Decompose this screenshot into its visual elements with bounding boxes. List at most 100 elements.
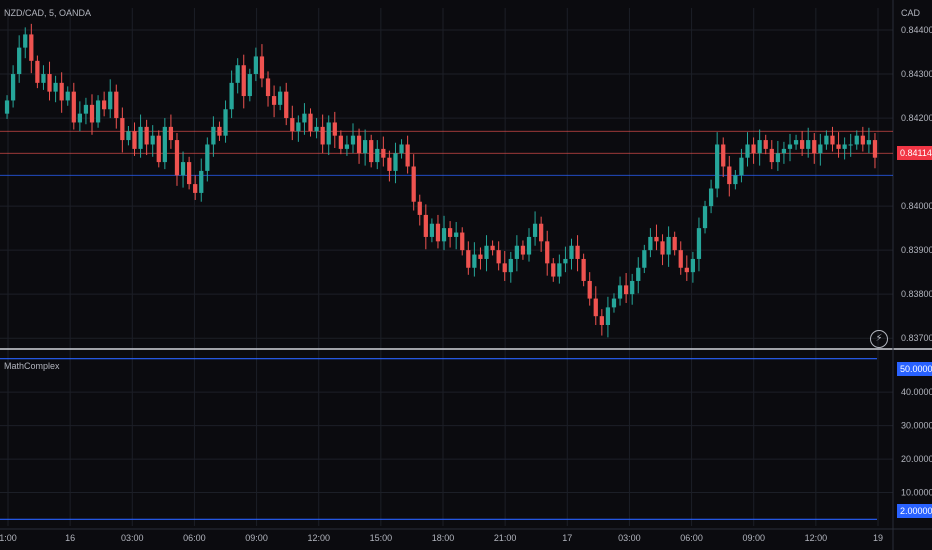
candle-body [715, 144, 720, 189]
candle-body [654, 236, 659, 242]
candle-body [387, 157, 392, 171]
candle-body [326, 122, 331, 145]
indicator-y-tick-label: 10.00000 [901, 488, 932, 498]
candle-body [508, 258, 513, 273]
y-tick-label: 0.84200 [901, 113, 932, 123]
candle-body [666, 236, 671, 255]
x-tick-label: 15:00 [370, 533, 393, 543]
indicator-name[interactable]: MathComplex [4, 361, 60, 371]
candle-body [308, 113, 313, 132]
candle-body [77, 113, 82, 123]
candle-body [872, 140, 878, 158]
candle-body [259, 56, 265, 79]
candle-body [217, 126, 222, 136]
candle-body [696, 228, 702, 259]
candle-body [35, 60, 40, 83]
candle-body [223, 109, 228, 136]
candle-body [47, 74, 52, 92]
candle-body [278, 91, 283, 105]
candle-body [399, 144, 404, 154]
candle-body [211, 126, 216, 145]
candle-body [757, 140, 762, 154]
candle-body [138, 126, 143, 149]
candle-body [787, 144, 793, 149]
y-tick-label: 0.83700 [901, 333, 932, 343]
candle-body [199, 170, 204, 193]
candle-body [447, 228, 453, 237]
candle-body [441, 228, 447, 242]
candle-body [180, 162, 186, 176]
candle-body [599, 316, 604, 325]
candle-body [363, 140, 368, 154]
candle-body [520, 245, 526, 255]
candle-body [23, 34, 28, 48]
candle-body [174, 140, 180, 176]
x-tick-label: 17 [562, 533, 572, 543]
candle-body [848, 144, 853, 146]
candle-body [484, 245, 489, 259]
candle-body [205, 144, 210, 171]
candle-body [168, 126, 174, 141]
candle-body [53, 82, 58, 92]
candle-body [241, 65, 246, 97]
candle-body [793, 140, 799, 145]
candle-body [751, 144, 756, 154]
indicator-upper-tag: 50.00000 [897, 362, 932, 376]
candle-body [593, 298, 598, 317]
candle-body [29, 34, 34, 61]
candle-body [775, 153, 780, 163]
candle-body [496, 250, 501, 264]
candle-body [739, 157, 744, 176]
candle-body [369, 140, 374, 163]
candle-body [265, 78, 271, 97]
candle-body [108, 91, 113, 110]
candle-body [842, 144, 847, 149]
x-tick-label: 03:00 [121, 533, 144, 543]
candle-body [806, 140, 811, 149]
x-tick-label: 18:00 [432, 533, 455, 543]
candle-body [356, 135, 362, 154]
candle-body [830, 135, 835, 145]
x-tick-label: 21:00 [494, 533, 517, 543]
candle-body [284, 91, 289, 119]
candle-body [156, 135, 161, 163]
candle-body [162, 126, 167, 163]
candle-body [186, 162, 192, 185]
candle-body [344, 144, 350, 149]
candle-body [472, 254, 477, 268]
candle-body [375, 148, 380, 163]
candle-body [642, 250, 647, 268]
candle-body [247, 74, 252, 97]
candle-body [763, 140, 768, 149]
candle-body [733, 175, 738, 185]
candle-body [660, 241, 665, 255]
candle-body [144, 126, 149, 145]
x-tick-label: 06:00 [183, 533, 206, 543]
candle-body [611, 298, 617, 308]
candle-body [102, 100, 107, 110]
candle-body [429, 223, 435, 237]
candle-body [302, 113, 307, 123]
candle-body [702, 206, 708, 229]
candle-body [866, 140, 872, 145]
candle-body [193, 184, 198, 193]
candle-body [557, 263, 562, 277]
candle-body [290, 118, 295, 132]
candle-body [332, 122, 337, 136]
candle-body [781, 148, 787, 154]
x-tick-label: 03:00 [618, 533, 641, 543]
candle-body [350, 135, 356, 145]
currency-label: CAD [901, 8, 921, 18]
candle-body [150, 135, 155, 145]
candle-body [423, 214, 428, 237]
candle-body [623, 285, 629, 295]
candle-body [605, 307, 611, 325]
candle-body [411, 166, 416, 202]
symbol-label[interactable]: NZD/CAD, 5, OANDA [4, 8, 92, 18]
lightning-icon[interactable]: ⚡ [870, 330, 888, 348]
candle-body [502, 263, 507, 273]
candle-body [10, 74, 16, 101]
candle-body [338, 135, 343, 149]
candle-body [581, 258, 586, 281]
